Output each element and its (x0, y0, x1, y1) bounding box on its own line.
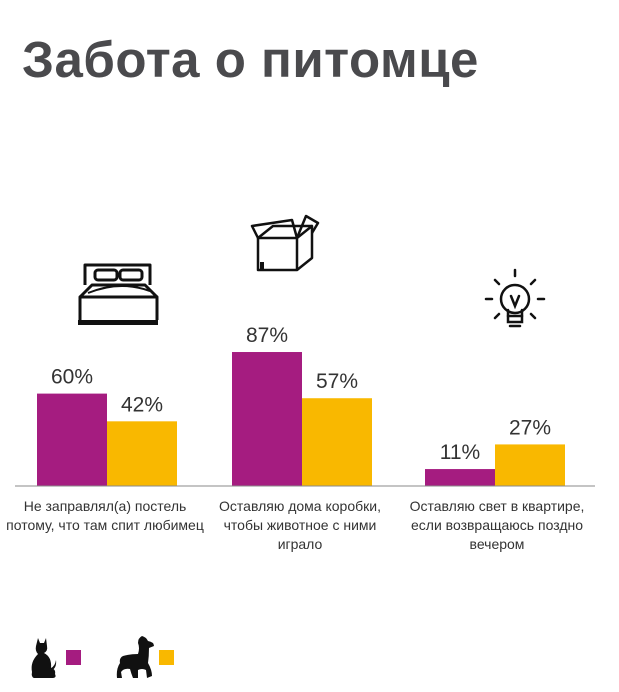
value-label-s2-c2: 57% (316, 370, 358, 393)
value-label-s2-c3: 27% (509, 416, 551, 439)
value-label-s1-c3: 11% (440, 441, 480, 464)
bar-s2-c3 (495, 444, 565, 486)
category-label-2: Оставляю дома коробки, чтобы животное с … (219, 498, 381, 552)
lightbulb-icon (484, 268, 546, 328)
page-title: Забота о питомце (22, 31, 479, 88)
cat-icon (31, 638, 57, 678)
box-icon (250, 214, 320, 272)
legend-dog (116, 636, 186, 678)
legend-cat (30, 638, 90, 678)
bar-s1-c1 (37, 393, 107, 486)
legend-swatch-dog (159, 650, 174, 665)
category-label-3: Оставляю свет в квартире, если возвращаю… (409, 498, 585, 552)
dog-icon (116, 636, 154, 678)
bar-s1-c3 (425, 469, 495, 486)
bar-s2-c1 (107, 421, 177, 486)
bed-icon (78, 263, 159, 325)
bars (37, 352, 565, 486)
category-label-1: Не заправлял(а) постель потому, что там … (6, 498, 204, 533)
value-labels: 60% 87% 11% 42% 57% 27% (51, 324, 551, 464)
value-label-s1-c1: 60% (51, 366, 93, 389)
value-label-s1-c2: 87% (246, 324, 288, 347)
bar-s2-c2 (302, 398, 372, 486)
bar-s1-c2 (232, 352, 302, 486)
legend-swatch-cat (66, 650, 81, 665)
value-label-s2-c1: 42% (121, 393, 163, 416)
